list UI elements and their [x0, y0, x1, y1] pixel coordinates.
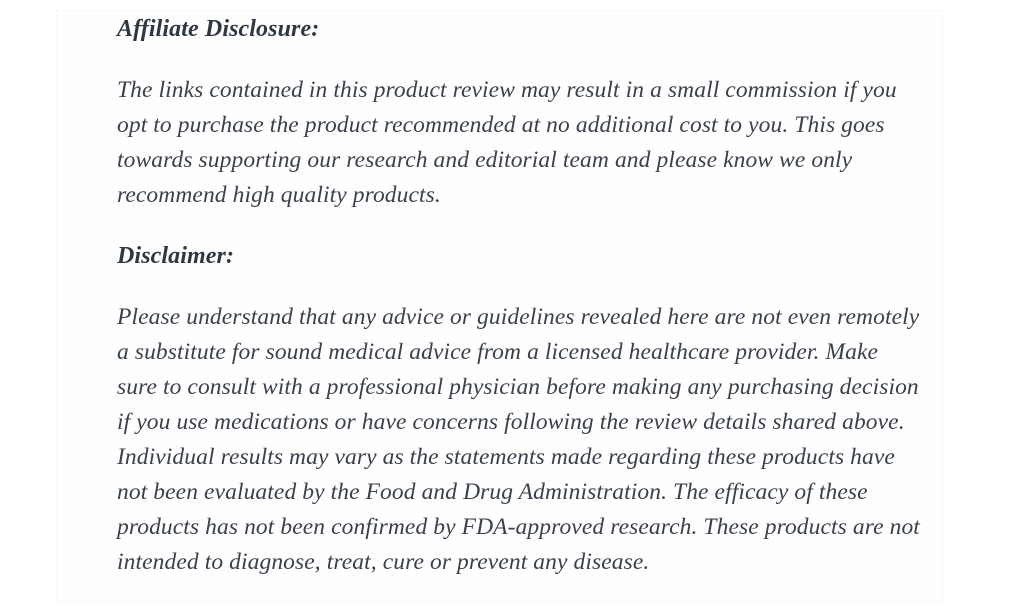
affiliate-disclosure-paragraph: The links contained in this product revi… — [117, 77, 897, 208]
disclaimer-heading: Disclaimer: — [117, 243, 235, 269]
article: Affiliate Disclosure: The links containe… — [117, 12, 923, 606]
disclaimer-paragraph: Please understand that any advice or gui… — [117, 304, 920, 575]
content-card — [56, 10, 943, 602]
affiliate-disclosure-heading: Affiliate Disclosure: — [117, 16, 320, 42]
